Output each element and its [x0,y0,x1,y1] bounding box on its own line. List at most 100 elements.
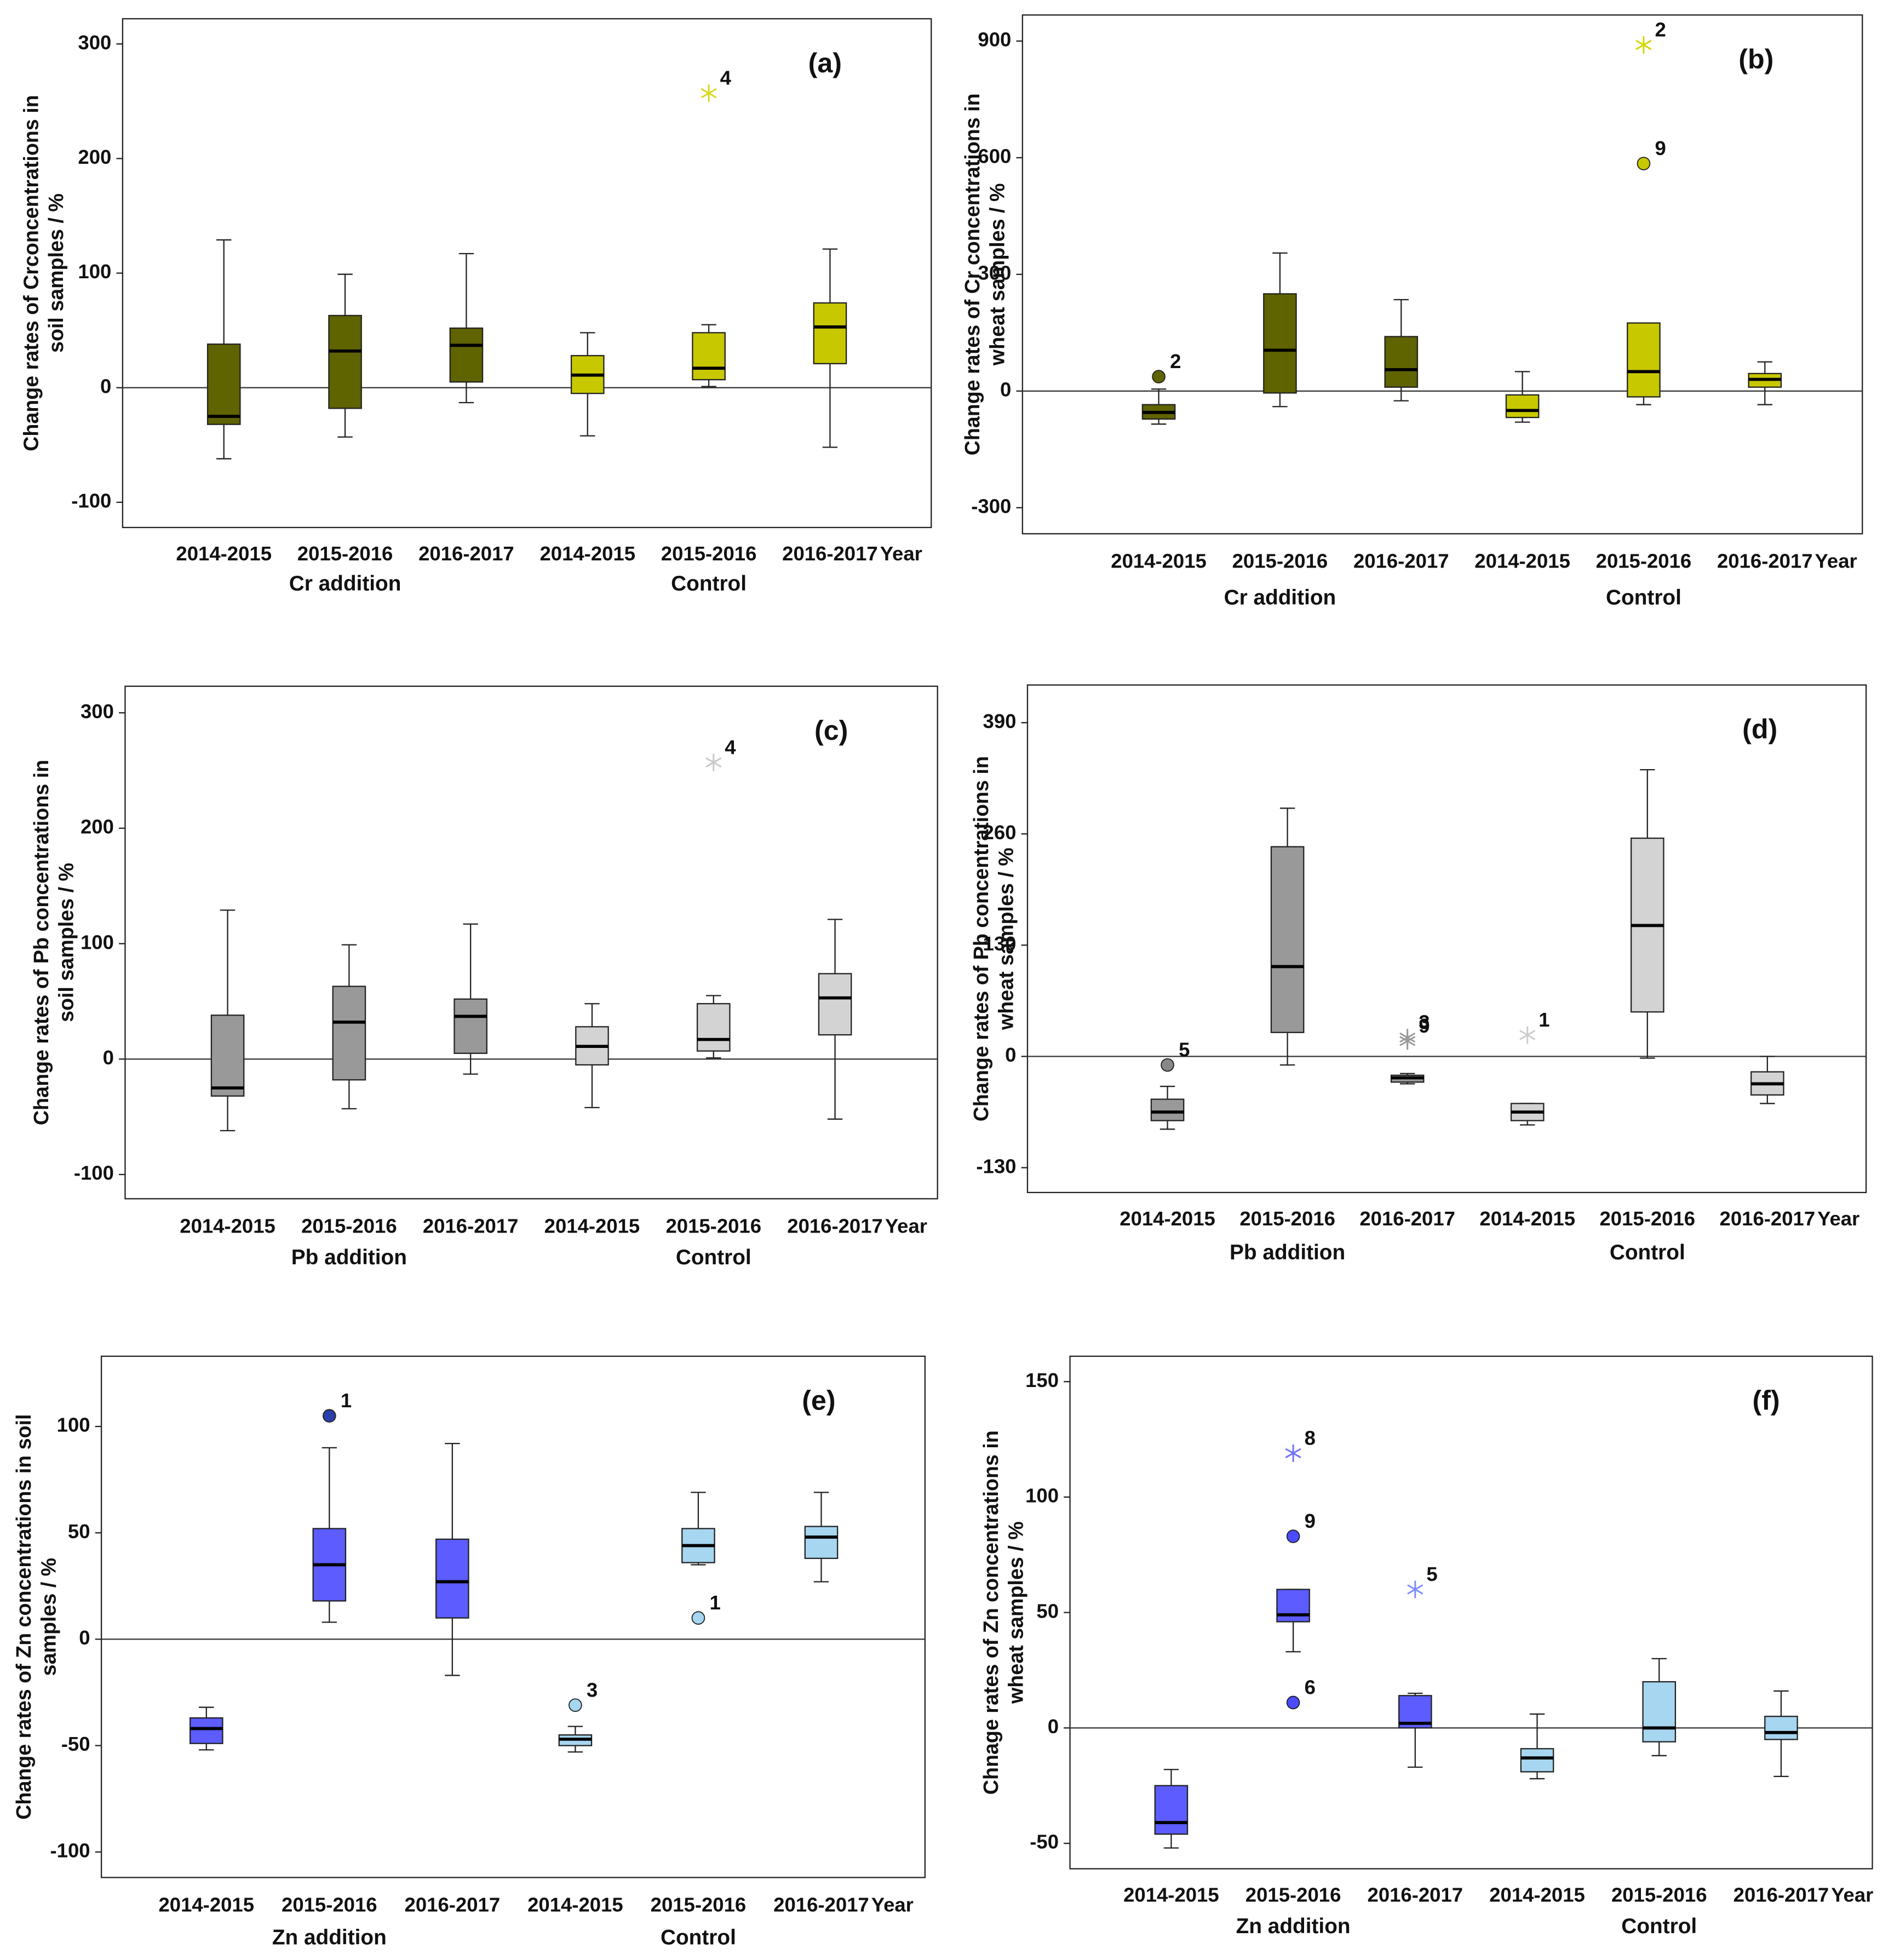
x-tick-label: 2014-2015 [176,542,272,565]
y-tick-label: 300 [81,700,114,723]
outlier [1519,1026,1536,1044]
box [1263,293,1297,394]
outlier-label: 8 [1305,1426,1316,1449]
y-tick-label: 100 [1025,1485,1059,1507]
x-axis-label: Year [1831,1883,1873,1906]
outlier-label: 9 [1419,1015,1430,1037]
y-tick-label: 600 [978,145,1011,168]
x-tick-label: 2016-2017 [773,1894,869,1916]
x-tick-label: 2015-2016 [651,1894,747,1916]
x-axis-label: Year [871,1894,914,1916]
y-tick-label: -300 [971,495,1011,517]
plot-frame [100,1355,926,1878]
y-tick-label: 0 [1048,1715,1059,1738]
star-stroke [1285,1448,1301,1459]
box [692,332,726,381]
group-label: Control [661,1925,736,1949]
box [1384,336,1419,388]
outlier-label: 9 [1655,137,1666,159]
box [1764,1716,1798,1740]
x-axis-label: Year [880,542,922,565]
y-tick-label: -130 [976,1155,1016,1177]
star-stroke [1519,1030,1536,1040]
box [1154,1785,1189,1835]
box [210,1015,245,1097]
outlier-label: 9 [1305,1510,1316,1532]
star-stroke [1635,39,1652,50]
group-label: Cr addition [1224,586,1336,609]
y-axis-label: soil samples / % [44,193,67,353]
x-tick-label: 2015-2016 [1232,549,1328,572]
outlier-label: 2 [1655,19,1666,41]
y-axis-label: wheat samples / % [985,184,1008,366]
box [332,985,366,1081]
y-tick-label: 900 [978,28,1011,51]
y-tick-label: 100 [57,1414,90,1436]
y-axis-label: Change rates of Pb concentrations in [30,760,53,1125]
outlier-label: 5 [1426,1563,1437,1585]
x-tick-label: 2015-2016 [297,542,393,565]
box [1642,1681,1677,1743]
y-tick-label: 0 [103,1046,114,1069]
box [1270,846,1305,1033]
outlier [1286,1529,1300,1543]
x-axis-label: Year [1817,1207,1859,1230]
box [813,302,847,364]
x-tick-label: 2015-2016 [1239,1207,1335,1230]
x-tick-label: 2015-2016 [282,1894,377,1916]
group-label: Zn addition [272,1925,387,1949]
outlier-label: 1 [1539,1008,1549,1031]
panel-label: (d) [1742,714,1777,744]
x-tick-label: 2016-2017 [418,542,514,565]
y-tick-label: 200 [78,146,111,168]
x-tick-label: 2016-2017 [423,1214,519,1237]
group-label: Cr addition [289,572,401,595]
x-tick-label: 2015-2016 [661,542,757,565]
x-tick-label: 2016-2017 [1353,549,1449,572]
panel-label: (c) [814,715,848,746]
y-tick-label: 100 [78,260,111,283]
x-tick-label: 2014-2015 [1474,549,1570,572]
x-axis-label: Year [1815,549,1857,572]
outlier-label: 1 [341,1389,352,1412]
box [454,998,487,1054]
outlier [705,753,722,771]
x-tick-label: 2016-2017 [1717,549,1813,572]
y-axis-label: wheat samples / % [1004,1521,1028,1704]
x-tick-label: 2014-2015 [1111,549,1207,572]
y-axis-label: samples / % [37,1558,60,1676]
outlier [322,1409,336,1423]
y-tick-label: 0 [100,375,111,397]
y-axis-label: Change rates of Zn concentrations in soi… [12,1414,35,1819]
x-tick-label: 2015-2016 [1611,1883,1707,1906]
outlier-label: 2 [1170,350,1181,372]
outlier [1407,1580,1423,1598]
outlier-label: 3 [587,1678,598,1701]
y-tick-label: 130 [983,932,1017,955]
y-tick-label: -100 [74,1162,114,1184]
box [1276,1589,1310,1623]
y-tick-label: 100 [81,931,114,953]
star-stroke [1407,1584,1423,1595]
box [328,314,362,409]
panel-label: (b) [1738,44,1773,74]
outlier [1399,1032,1416,1050]
outlier [1285,1444,1301,1462]
y-axis-label: Change rates of Cr concentrations in [961,93,984,455]
x-tick-label: 2014-2015 [527,1894,623,1916]
outlier [569,1698,582,1712]
group-label: Zn addition [1236,1915,1351,1938]
x-tick-label: 2015-2016 [1596,549,1692,572]
x-tick-label: 2015-2016 [1245,1883,1341,1906]
outlier-label: 1 [709,1591,720,1614]
y-tick-label: 300 [978,262,1011,284]
y-tick-label: 50 [1036,1600,1059,1622]
y-tick-label: 260 [983,821,1017,844]
x-tick-label: 2014-2015 [1120,1207,1215,1230]
x-tick-label: 2014-2015 [158,1894,254,1916]
plot-frame [1021,14,1863,535]
y-tick-label: 300 [78,31,111,54]
x-tick-label: 2016-2017 [405,1894,501,1916]
panel-label: (a) [808,48,842,78]
